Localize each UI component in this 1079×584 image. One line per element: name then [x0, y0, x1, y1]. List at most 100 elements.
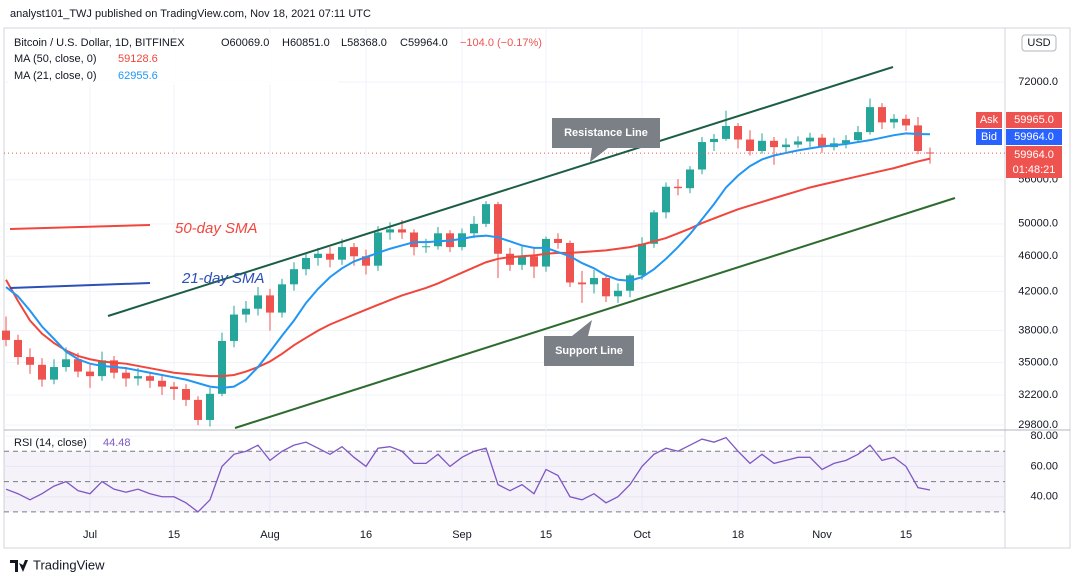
candle-body [38, 364, 46, 380]
candle-body [254, 295, 262, 309]
candle-body [782, 144, 790, 148]
candle-body [638, 243, 646, 276]
bid-price: 59964.0 [1014, 131, 1054, 143]
sma50-annotation: 50-day SMA [175, 220, 258, 237]
sma21-marker [9, 282, 151, 289]
y-tick-label: 46000.0 [1018, 250, 1058, 262]
candle-body [794, 141, 802, 145]
ma50-legend: MA (50, close, 0) [14, 53, 97, 65]
candle-body [14, 339, 22, 358]
x-tick-label: 18 [732, 529, 744, 541]
ohlc-change: −104.0 (−0.17%) [460, 37, 542, 49]
x-tick-label: 15 [540, 529, 552, 541]
candle-body [734, 126, 742, 140]
candle-body [926, 152, 934, 154]
candle-body [470, 223, 478, 234]
symbol: Bitcoin / U.S. Dollar, 1D, BITFINEX [14, 37, 185, 49]
candle-body [614, 290, 622, 297]
candle-body [386, 229, 394, 233]
candle-body [818, 137, 826, 148]
candle-body [122, 372, 130, 379]
bid-tag [976, 129, 1002, 145]
candle-body [146, 376, 154, 381]
candle-body [722, 126, 730, 139]
candle-body [302, 257, 310, 270]
candle-body [806, 137, 814, 142]
y-tick-label: 29800.0 [1018, 419, 1058, 431]
candle-body [230, 314, 238, 341]
x-tick-label: Aug [260, 529, 280, 541]
last-price: 59964.0 [1014, 149, 1054, 161]
rsi-line [5, 436, 931, 513]
candle-body [2, 330, 10, 340]
candle-body [602, 278, 610, 297]
candle-body [290, 269, 298, 285]
y-tick-label: 32200.0 [1018, 389, 1058, 401]
rsi-value: 44.48 [103, 437, 131, 449]
support-label: Support Line [555, 345, 623, 357]
candle-body [434, 233, 442, 247]
candle-body [758, 140, 766, 151]
y-tick-label: 80.00 [1030, 430, 1058, 442]
publisher: analyst101_TWJ published on TradingView.… [10, 8, 371, 20]
plot: 29800.0 32200.0 35000.0 38000.0 42000.0 46000… [2, 28, 1058, 541]
ask-tag [976, 112, 1002, 128]
ohlc-close: C59964.0 [400, 37, 448, 49]
resistance-trendline [107, 66, 894, 317]
candle-body [410, 232, 418, 248]
ma21-value: 62955.6 [118, 70, 158, 82]
candle-body [698, 142, 706, 170]
y-tick-label: 42000.0 [1018, 286, 1058, 298]
ohlc-open: O60069.0 [221, 37, 269, 49]
last-box [1006, 146, 1062, 178]
candle-body [482, 204, 490, 224]
bid-box [1006, 129, 1062, 145]
sma50-marker [9, 224, 151, 230]
candle-body [566, 242, 574, 283]
candle-body [530, 256, 538, 267]
candle-body [506, 253, 514, 265]
candle-body [266, 295, 274, 313]
legend-bg [8, 33, 338, 85]
ma-line [5, 132, 931, 389]
y-tick-label: 72000.0 [1018, 76, 1058, 88]
resistance-label: Resistance Line [564, 127, 648, 139]
candle-body [182, 389, 190, 400]
candle-body [326, 253, 334, 260]
ma-line [5, 157, 931, 378]
candle-body [578, 282, 586, 285]
y-tick-label: 38000.0 [1018, 324, 1058, 336]
candle-body [710, 138, 718, 143]
candle-body [158, 380, 166, 387]
frame [3, 27, 1071, 549]
candle-body [374, 232, 382, 266]
candle-body [842, 140, 850, 144]
support-callout [544, 320, 634, 366]
x-tick-label: 15 [168, 529, 180, 541]
candle-body [854, 132, 862, 141]
candle-body [770, 140, 778, 148]
footer: TradingView [33, 557, 105, 572]
support-trendline [234, 197, 956, 429]
ask-label: Ask [980, 114, 999, 126]
brand: TradingView [10, 557, 105, 572]
y-tick-label: 60.00 [1030, 460, 1058, 472]
y-tick-label: 50000.0 [1018, 218, 1058, 230]
candle-body [86, 371, 94, 377]
candle-body [902, 118, 910, 126]
candle-body [458, 233, 466, 248]
candle-body [890, 118, 898, 123]
x-tick-label: Nov [812, 529, 832, 541]
currency: USD [1027, 37, 1050, 49]
ma21-legend: MA (21, close, 0) [14, 70, 97, 82]
candle-body [242, 308, 250, 315]
candle-body [590, 278, 598, 285]
ask-price: 59965.0 [1014, 114, 1054, 126]
x-tick-label: 15 [900, 529, 912, 541]
x-tick-label: Oct [633, 529, 650, 541]
candle-body [518, 256, 526, 265]
candle-body [26, 357, 34, 365]
resistance-callout [552, 118, 660, 162]
candle-body [206, 393, 214, 420]
candle-body [422, 246, 430, 248]
